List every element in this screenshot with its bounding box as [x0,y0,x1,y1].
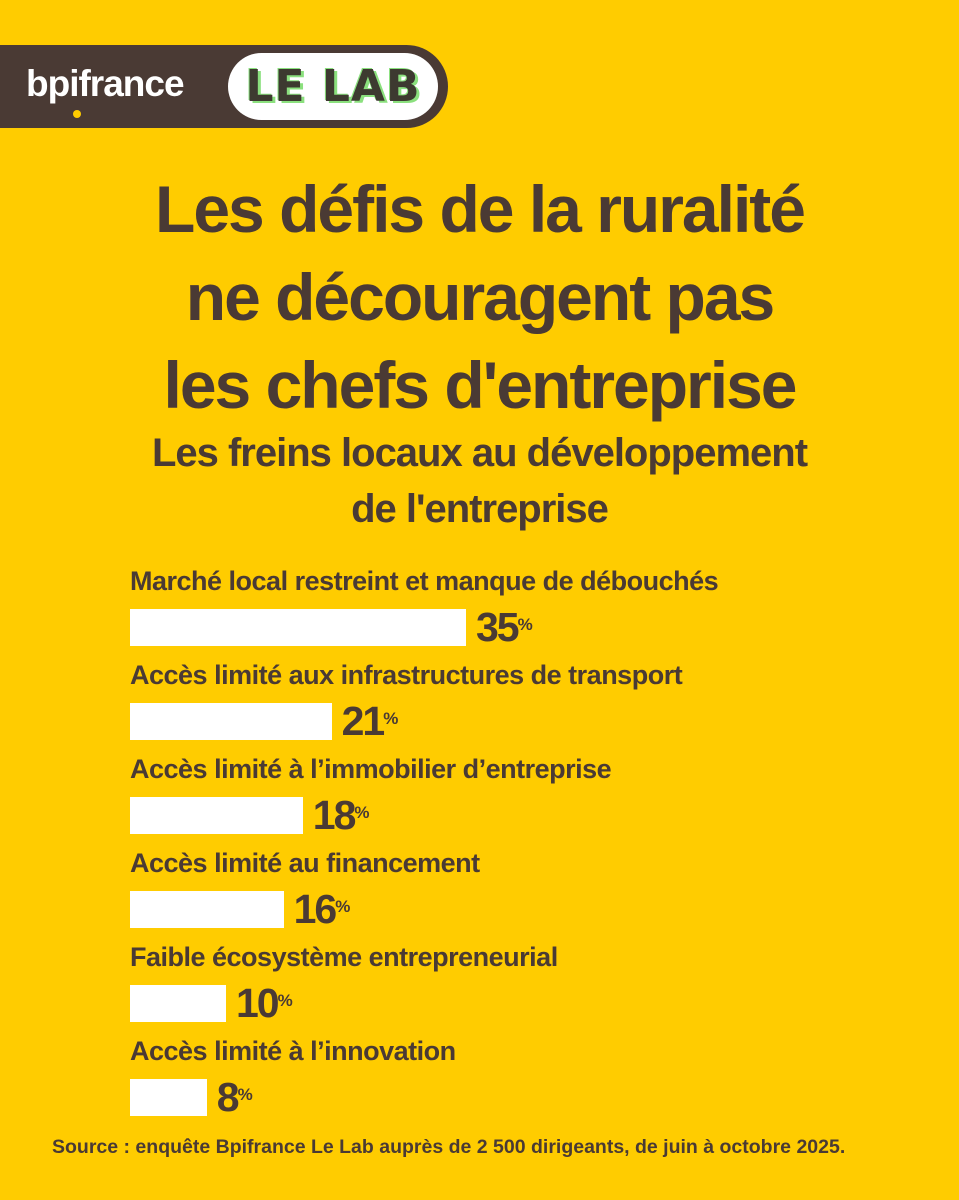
bar-label: Marché local restreint et manque de débo… [130,566,719,596]
bar-value-unit: % [354,803,370,822]
title-line-1: Les défis de la ruralité [155,172,806,246]
bar-label: Accès limité à l’immobilier d’entreprise [130,754,612,784]
bar-label: Accès limité à l’innovation [130,1036,456,1066]
chart-subtitle: Les freins locaux au développement de l'… [0,425,959,537]
page-title: Les défis de la ruralité ne découragent … [0,165,959,429]
bar-value-unit: % [237,1085,253,1104]
bar-value-unit: % [277,991,293,1010]
logo-banner: bpifrance LE LAB [0,45,448,128]
bar [130,1079,207,1116]
logo-dot-icon [73,110,81,118]
bar-value-number: 35 [476,604,520,650]
bar-value-number: 10 [236,980,280,1026]
bar-value-label: 10% [236,983,293,1024]
le-lab-badge: LE LAB [228,53,438,120]
bar-value-unit: % [517,615,533,634]
bar-value-unit: % [383,709,399,728]
bar-value-label: 35% [476,607,533,648]
bar [130,703,332,740]
bar [130,985,226,1022]
bar [130,797,303,834]
subtitle-line-2: de l'entreprise [351,487,609,531]
bar-label: Faible écosystème entrepreneurial [130,942,558,972]
bar-value-number: 8 [216,1074,240,1120]
bar-value-label: 16% [294,889,351,930]
bpifrance-logo: bpifrance [26,63,185,104]
bar-value-number: 18 [312,792,357,838]
subtitle-line-1: Les freins locaux au développement [151,431,808,475]
bar-value-label: 8% [217,1077,253,1118]
le-lab-logo: LE LAB [245,61,421,112]
bar-value-number: 16 [293,886,338,932]
bar [130,609,466,646]
title-line-2: ne découragent pas [185,260,776,334]
title-line-3: les chefs d'entreprise [163,348,798,422]
bar [130,891,284,928]
bar-value-label: 18% [313,795,370,836]
bar-value-label: 21% [342,701,399,742]
bar-label: Accès limité au financement [130,848,480,878]
bar-value-unit: % [335,897,351,916]
bar-value-number: 21 [341,698,386,744]
bar-label: Accès limité aux infrastructures de tran… [130,660,683,690]
source-note: Source : enquête Bpifrance Le Lab auprès… [52,1136,846,1158]
